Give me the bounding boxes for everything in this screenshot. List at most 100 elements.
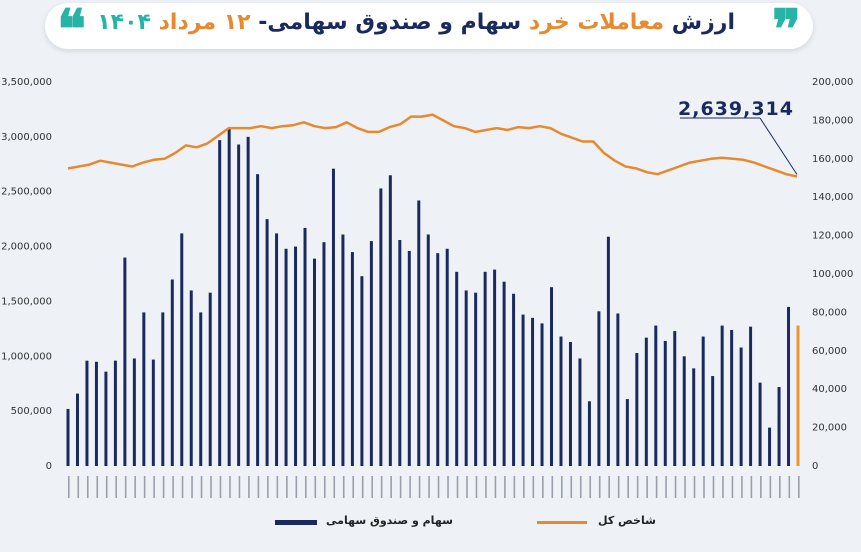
bar: [692, 368, 696, 466]
x-tick-label: [361, 476, 364, 498]
y-left-tick-label: 2,500,000: [1, 187, 52, 198]
x-tick-label: [143, 476, 146, 498]
bar: [398, 239, 402, 466]
x-tick-label: [257, 476, 260, 498]
x-tick-label: [608, 476, 610, 498]
bar: [654, 325, 658, 466]
x-tick-label: [655, 476, 658, 498]
bar: [417, 200, 421, 466]
bar: [322, 242, 326, 466]
bar: [730, 329, 734, 466]
legend-line-swatch: [537, 521, 587, 524]
bar: [132, 358, 136, 466]
x-tick-label: [760, 476, 762, 498]
x-tick-label: [627, 476, 629, 498]
chart-title: ارزش معاملات خرد سهام و صندوق سهامی- ۱۲ …: [97, 10, 735, 35]
x-tick-label: [447, 476, 449, 498]
x-tick-label: [181, 476, 184, 498]
x-tick-label: [798, 476, 800, 498]
bar: [625, 399, 629, 466]
legend-bar-label: سهام و صندوق سهامی: [326, 514, 453, 527]
bar: [493, 269, 497, 466]
bar: [170, 279, 174, 466]
bar: [436, 253, 440, 466]
x-tick-label: [314, 476, 317, 498]
y-left-tick-label: 0: [46, 461, 52, 472]
bar: [531, 317, 535, 466]
x-tick-label: [229, 476, 231, 498]
bar: [199, 312, 203, 466]
bar: [151, 359, 155, 466]
title-part-4: ۱۲ مرداد: [158, 10, 251, 35]
bar: [331, 168, 335, 466]
bar: [142, 312, 146, 466]
bar: [502, 281, 506, 466]
x-tick-label: [617, 476, 620, 498]
bar: [606, 236, 610, 466]
x-tick-label: [636, 476, 639, 498]
bar: [237, 144, 241, 466]
bar: [161, 312, 165, 466]
x-tick-label: [466, 476, 468, 498]
x-tick-label: [333, 476, 336, 498]
bar: [303, 227, 307, 466]
bar: [379, 188, 383, 466]
x-tick-label: [523, 476, 525, 498]
y-right-tick-label: 100,000: [812, 269, 853, 280]
legend-bar-swatch: [275, 520, 317, 525]
bar: [787, 306, 791, 466]
bar: [75, 393, 79, 466]
bar: [256, 174, 260, 466]
x-tick-label: [295, 476, 298, 498]
x-tick-label: [399, 476, 402, 498]
bar: [720, 325, 724, 466]
callout-leader: [759, 117, 798, 175]
bar: [768, 427, 772, 466]
bar: [540, 323, 544, 466]
x-tick-label: [305, 476, 307, 498]
x-tick-label: [86, 476, 89, 498]
bar: [445, 248, 449, 466]
bar: [587, 401, 591, 466]
y-right-tick-label: 120,000: [812, 231, 853, 242]
x-tick-label: [380, 476, 383, 498]
bar: [123, 257, 127, 466]
title-part-3: سهام و صندوق سهامی-: [258, 10, 522, 35]
x-tick-label: [750, 476, 753, 498]
x-tick-label: [674, 476, 677, 498]
bar: [104, 371, 108, 466]
y-left-tick-label: 3,500,000: [1, 77, 52, 88]
x-tick-label: [560, 476, 563, 498]
x-tick-label: [200, 476, 203, 498]
bar: [550, 287, 554, 466]
bar: [796, 325, 800, 466]
x-tick-label: [741, 476, 743, 498]
index-line: [67, 113, 798, 178]
title-banner: ❞ ❝ ارزش معاملات خرد سهام و صندوق سهامی-…: [45, 0, 813, 59]
bar: [265, 219, 269, 466]
bar: [218, 140, 222, 467]
bar: [616, 313, 620, 466]
bar: [521, 314, 525, 466]
x-tick-label: [418, 476, 421, 498]
x-tick-label: [342, 476, 345, 498]
y-right-tick-label: 60,000: [812, 346, 847, 357]
bar: [682, 356, 686, 466]
bar: [227, 128, 231, 466]
x-tick-label: [323, 476, 326, 498]
bar: [512, 293, 516, 466]
bar: [312, 258, 316, 466]
bar: [578, 358, 582, 466]
x-tick-label: [115, 476, 118, 498]
y-left-tick-label: 3,000,000: [1, 132, 52, 143]
bar: [208, 292, 212, 466]
x-tick-label: [267, 476, 269, 498]
x-tick-label: [703, 476, 705, 498]
x-tick-label: [96, 476, 99, 498]
y-left-tick-label: 1,500,000: [1, 296, 52, 307]
x-tick-label: [134, 476, 136, 498]
x-tick-label: [788, 476, 791, 498]
bar: [568, 342, 572, 466]
x-tick-label: [286, 476, 288, 498]
bar: [749, 326, 753, 466]
